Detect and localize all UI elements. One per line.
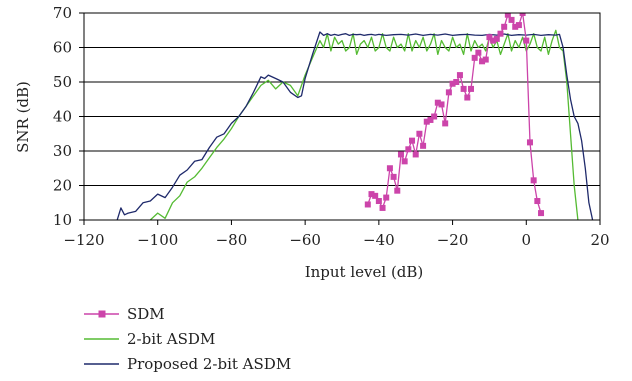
- y-tick-label: 40: [53, 108, 72, 126]
- y-tick-label: 60: [53, 39, 72, 57]
- legend: SDM 2-bit ASDM Proposed 2-bit ASDM: [84, 305, 291, 373]
- legend-label-2: Proposed 2-bit ASDM: [127, 355, 291, 373]
- data-point: [482, 56, 489, 63]
- data-point: [423, 118, 430, 125]
- data-point: [523, 37, 530, 44]
- y-tick-label: 20: [53, 177, 72, 195]
- data-point: [409, 137, 416, 144]
- x-tick-label: −60: [289, 231, 321, 249]
- x-tick-label: −20: [437, 231, 469, 249]
- series-group: [116, 13, 594, 220]
- x-axis-title: Input level (dB): [305, 263, 424, 281]
- data-point: [412, 151, 419, 158]
- data-point: [401, 158, 408, 165]
- data-point: [434, 99, 441, 106]
- y-tick-label: 70: [53, 4, 72, 22]
- data-point: [449, 80, 456, 87]
- data-point: [538, 210, 545, 217]
- data-point: [375, 198, 382, 205]
- data-point: [460, 85, 467, 92]
- data-point: [512, 23, 519, 30]
- tick-labels: −120 −100 −80 −60 −40 −20 0 20 10 20 30 40 50 60 70: [53, 4, 610, 249]
- axis-ticks: [79, 12, 601, 225]
- x-tick-label: −80: [216, 231, 248, 249]
- legend-label-1: 2-bit ASDM: [127, 330, 215, 348]
- data-point: [530, 177, 537, 184]
- data-point: [497, 30, 504, 37]
- legend-label-0: SDM: [127, 305, 165, 323]
- data-point: [386, 165, 393, 172]
- data-point: [464, 94, 471, 101]
- data-point: [442, 120, 449, 127]
- data-point: [456, 72, 463, 79]
- data-point: [519, 13, 526, 16]
- data-point: [468, 85, 474, 92]
- data-point: [526, 139, 533, 146]
- data-point: [379, 204, 386, 211]
- grid-lines: [84, 12, 600, 221]
- data-point: [445, 89, 452, 96]
- data-point: [453, 79, 460, 85]
- y-axis-title: SNR (dB): [14, 81, 32, 153]
- data-point: [431, 113, 438, 120]
- x-tick-label: 20: [590, 231, 609, 249]
- data-point: [479, 58, 486, 65]
- data-point: [490, 37, 497, 44]
- data-point: [504, 13, 511, 18]
- data-point: [420, 142, 427, 149]
- data-point: [405, 146, 412, 153]
- data-point: [390, 173, 397, 180]
- data-point: [383, 194, 390, 201]
- data-point: [515, 22, 522, 29]
- data-point: [416, 130, 423, 137]
- data-point: [471, 54, 478, 61]
- y-tick-label: 30: [53, 142, 72, 160]
- data-point: [475, 49, 482, 56]
- data-point: [501, 23, 508, 30]
- data-point: [534, 198, 541, 205]
- x-tick-label: −40: [363, 231, 395, 249]
- data-point: [394, 187, 401, 194]
- series-line-2: [116, 31, 594, 220]
- x-tick-label: −100: [137, 231, 178, 249]
- data-point: [486, 34, 493, 41]
- data-point: [438, 101, 445, 108]
- data-point: [493, 35, 500, 42]
- data-point: [372, 192, 379, 199]
- y-tick-label: 50: [53, 73, 72, 91]
- legend-marker-0: [98, 310, 106, 318]
- series-line-1: [149, 29, 579, 220]
- data-point: [427, 116, 434, 123]
- x-tick-label: −120: [63, 231, 104, 249]
- x-tick-label: 0: [522, 231, 532, 249]
- data-point: [368, 191, 375, 198]
- data-point: [364, 201, 371, 208]
- data-point: [508, 16, 515, 23]
- y-tick-label: 10: [53, 211, 72, 229]
- data-point: [397, 151, 404, 158]
